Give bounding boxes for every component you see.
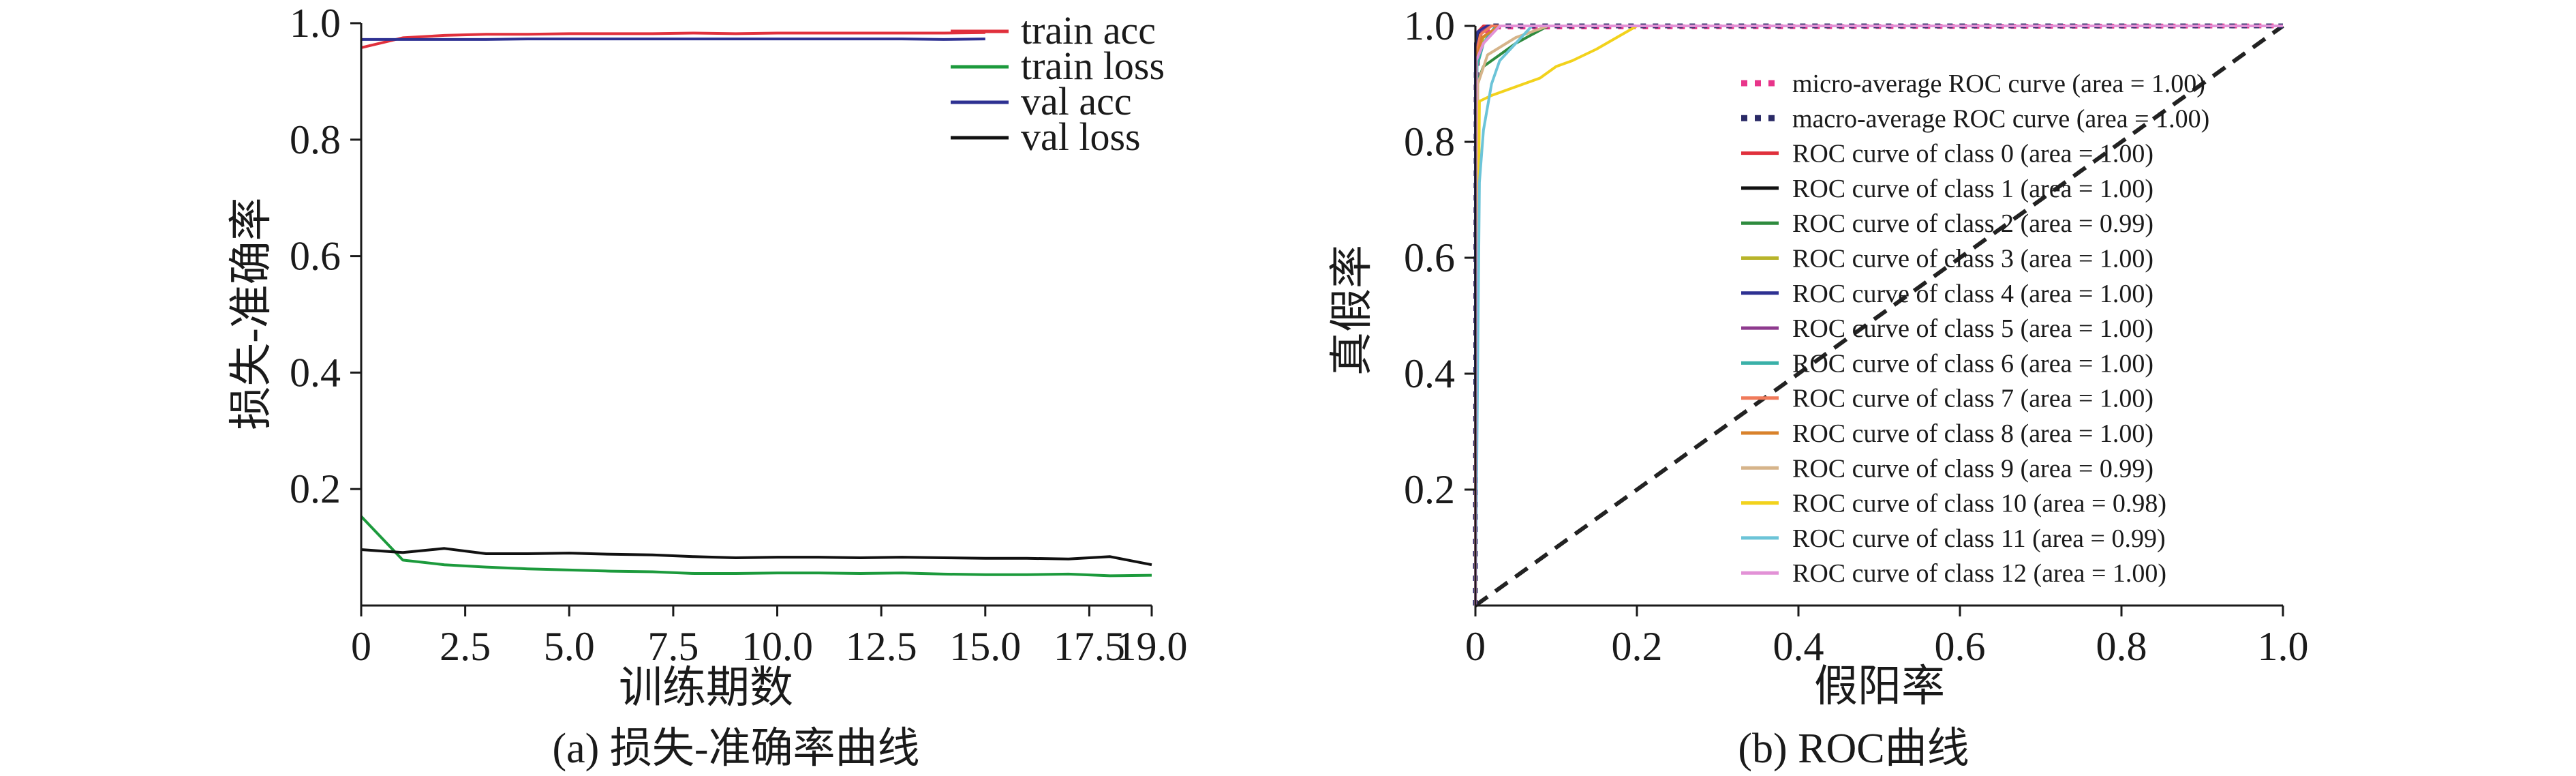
chart-b-legend-label: ROC curve of class 6 (area = 1.00) xyxy=(1792,349,2153,378)
chart-b-x-tick-label: 0.2 xyxy=(1612,624,1663,669)
chart-a-y-tick-label: 0.2 xyxy=(290,466,341,511)
chart-a-ylabel: 损失-准确率 xyxy=(227,197,275,430)
chart-a-axes xyxy=(360,23,1152,607)
chart-b-x-tick-label: 0.6 xyxy=(1935,624,1986,669)
chart-b-axes xyxy=(1474,26,2283,607)
chart-b-caption: (b) ROC曲线 xyxy=(1738,726,1969,772)
chart-a-x-tick-label: 5.0 xyxy=(544,624,595,669)
chart-a-legend-label: val acc xyxy=(1021,79,1132,123)
chart-a-x-tick-label: 7.5 xyxy=(647,624,699,669)
chart-b-chance-line xyxy=(1474,24,2284,608)
chart-a-x-tick-label: 10.0 xyxy=(741,624,813,669)
chart-a-y-tick-label: 0.8 xyxy=(290,117,341,162)
chart-b-legend: micro-average ROC curve (area = 1.00) mac… xyxy=(1741,70,2209,588)
chart-a-series xyxy=(360,31,1152,578)
chart-b: micro-average ROC curve (area = 1.00) mac… xyxy=(1328,3,2309,772)
chart-b-ticks: 0 0.2 0.4 0.6 0.8 1.0 0.2 0.4 0.6 0.8 1.0 xyxy=(1404,3,2309,669)
chart-a-legend-label: train acc xyxy=(1021,8,1156,53)
chart-b-y-tick-label: 0.4 xyxy=(1404,351,1455,396)
chart-a-legend-label: train loss xyxy=(1021,44,1165,88)
chart-b-x-tick-label: 1.0 xyxy=(2258,624,2309,669)
chart-b-series-line xyxy=(1474,25,2283,606)
chart-a-series-line xyxy=(361,38,985,41)
chart-b-legend-label: ROC curve of class 3 (area = 1.00) xyxy=(1792,245,2153,273)
chart-b-legend-label: micro-average ROC curve (area = 1.00) xyxy=(1792,70,2205,98)
chart-b-legend-label: ROC curve of class 10 (area = 0.98) xyxy=(1792,490,2166,518)
chart-b-legend-label: ROC curve of class 7 (area = 1.00) xyxy=(1792,385,2153,413)
chart-a-x-tick-label: 17.5 xyxy=(1054,624,1125,669)
chart-a-caption: (a) 损失-准确率曲线 xyxy=(553,726,920,772)
chart-a-y-tick-label: 0.6 xyxy=(290,234,341,279)
chart-b-legend-label: ROC curve of class 0 (area = 1.00) xyxy=(1792,140,2153,168)
chart-b-series-line xyxy=(1474,25,2283,606)
chart-b-legend-label: ROC curve of class 8 (area = 1.00) xyxy=(1792,419,2153,448)
chart-a-legend-label: val loss xyxy=(1021,115,1141,159)
chart-b-y-tick-label: 1.0 xyxy=(1404,3,1455,48)
chart-b-legend-label: macro-average ROC curve (area = 1.00) xyxy=(1792,104,2209,133)
chart-a-xlabel: 训练期数 xyxy=(619,663,793,712)
chart-a-x-tick-label: 15.0 xyxy=(949,624,1021,669)
chart-b-legend-label: ROC curve of class 9 (area = 0.99) xyxy=(1792,454,2153,483)
chart-a-series-line xyxy=(361,31,985,49)
chart-b-legend-label: ROC curve of class 12 (area = 1.00) xyxy=(1792,559,2166,588)
chart-b-y-tick-label: 0.6 xyxy=(1404,235,1455,280)
chart-b-legend-label: ROC curve of class 2 (area = 0.99) xyxy=(1792,209,2153,238)
chart-a-y-tick-label: 1.0 xyxy=(290,1,341,46)
chart-a-x-tick-label: 19.0 xyxy=(1116,624,1188,669)
chart-b-ylabel: 真假率 xyxy=(1328,245,1376,376)
chart-a-x-tick-label: 0 xyxy=(351,624,371,669)
chart-b-xlabel: 假阳率 xyxy=(1814,662,1945,711)
chart-b-x-tick-label: 0.8 xyxy=(2096,624,2147,669)
chart-a-x-tick-label: 12.5 xyxy=(846,624,917,669)
chart-b-x-tick-label: 0 xyxy=(1465,624,1486,669)
chart-b-legend-label: ROC curve of class 4 (area = 1.00) xyxy=(1792,280,2153,308)
chart-a-series-line xyxy=(361,547,1152,567)
chart-b-y-tick-label: 0.8 xyxy=(1404,119,1455,164)
chart-b-legend-label: ROC curve of class 11 (area = 0.99) xyxy=(1792,524,2166,553)
chart-a-series-line xyxy=(360,515,1152,578)
chart-b-x-tick-label: 0.4 xyxy=(1773,624,1824,669)
chart-b-legend-label: ROC curve of class 5 (area = 1.00) xyxy=(1792,314,2153,343)
chart-b-y-tick-label: 0.2 xyxy=(1404,467,1455,512)
chart-a-y-tick-label: 0.4 xyxy=(290,350,341,395)
chart-b-legend-label: ROC curve of class 1 (area = 1.00) xyxy=(1792,175,2153,203)
chart-a-x-tick-label: 2.5 xyxy=(440,624,491,669)
chart-a-ticks: 0 2.5 5.0 7.5 10.0 12.5 15.0 17.519.0 0.2 0.4 0.6 0… xyxy=(290,1,1188,669)
